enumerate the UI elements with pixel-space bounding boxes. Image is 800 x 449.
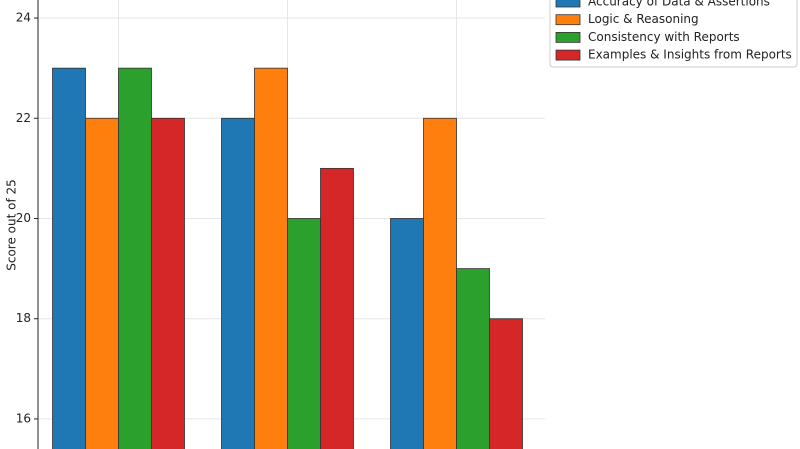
bar bbox=[423, 117, 457, 449]
bar bbox=[390, 218, 424, 449]
y-tick-label: 22 bbox=[16, 111, 31, 125]
bar bbox=[52, 67, 86, 449]
bar bbox=[456, 268, 490, 449]
bar bbox=[254, 67, 288, 449]
bar bbox=[287, 218, 321, 449]
legend-swatch bbox=[555, 14, 581, 26]
legend-label: Examples & Insights from Reports bbox=[588, 48, 792, 62]
y-tick-label: 18 bbox=[16, 311, 31, 325]
legend-label: Consistency with Reports bbox=[588, 30, 740, 44]
y-tick-label: 20 bbox=[16, 211, 31, 225]
legend-label: Accuracy of Data & Assertions bbox=[588, 0, 770, 9]
bar bbox=[221, 117, 255, 449]
bar bbox=[85, 117, 119, 449]
y-tick-label: 16 bbox=[16, 411, 31, 425]
bar bbox=[489, 318, 523, 449]
y-tick-label: 24 bbox=[16, 11, 31, 25]
legend-swatch bbox=[555, 49, 581, 61]
y-axis-label: Score out of 25 bbox=[5, 179, 19, 271]
bar bbox=[118, 67, 152, 449]
legend-label: Logic & Reasoning bbox=[588, 12, 699, 26]
bar bbox=[320, 167, 354, 449]
legend-swatch bbox=[555, 0, 581, 8]
legend-swatch bbox=[555, 32, 581, 43]
legend bbox=[549, 0, 798, 68]
bar bbox=[151, 117, 185, 449]
